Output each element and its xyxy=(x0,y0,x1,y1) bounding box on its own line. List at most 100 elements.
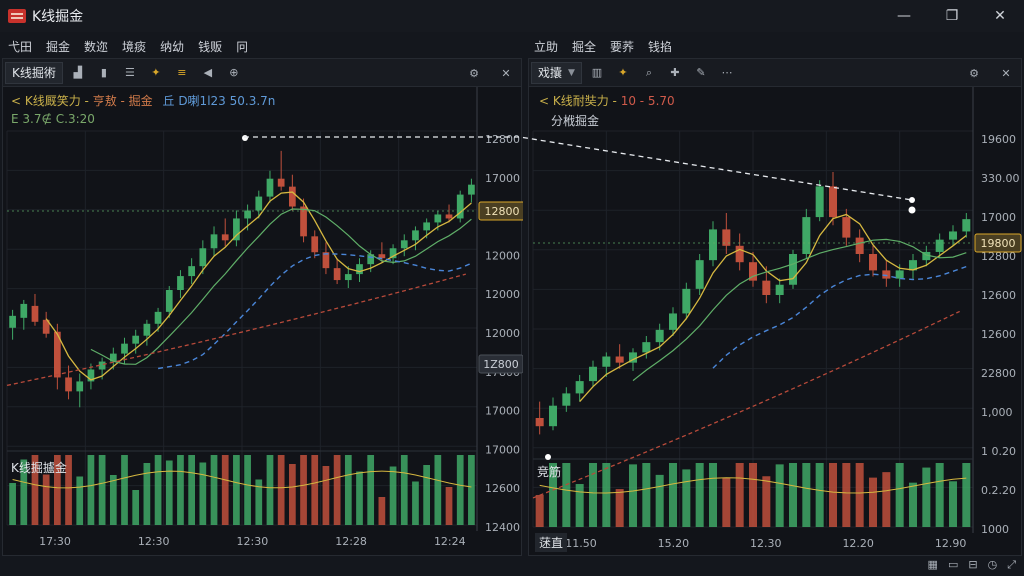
volume-bar xyxy=(562,463,571,527)
left-toolbar: K线掘術 ▟ ▮ ☰ ✦ ≡ ◀ ⊕ ⚙ ✕ xyxy=(3,59,521,87)
right-toolbar: 戏攮 ▼ ▥ ✦ ⌕ ✚ ✎ ⋯ ⚙ ✕ xyxy=(529,59,1021,87)
candle-body xyxy=(333,268,341,281)
right-menu-item-2[interactable]: 要荞 xyxy=(610,40,635,54)
ma-red-line xyxy=(6,273,466,387)
price-tick-label: 12800 xyxy=(485,133,520,146)
pin-icon[interactable]: ✚ xyxy=(670,66,680,79)
candle-icon[interactable]: ▮ xyxy=(100,66,107,79)
crosshair-icon[interactable]: ⊕ xyxy=(229,66,239,79)
candle-body xyxy=(400,240,408,249)
indicator-icon[interactable]: ✦ xyxy=(618,66,628,79)
candle-body xyxy=(829,186,837,218)
volume-bar xyxy=(802,463,811,527)
close-panel-icon[interactable]: ✕ xyxy=(501,66,511,80)
grid-icon[interactable]: ▦ xyxy=(927,558,938,571)
indicator-icon[interactable]: ✦ xyxy=(151,66,161,79)
close-panel-icon[interactable]: ✕ xyxy=(1001,66,1011,80)
right-menu-item-0[interactable]: 立助 xyxy=(534,40,559,54)
back-icon[interactable]: ◀ xyxy=(203,66,213,79)
volume-bar xyxy=(87,455,95,525)
candle-body xyxy=(869,254,877,271)
volume-bar xyxy=(389,466,397,525)
price-tick-label: 17000 xyxy=(485,443,520,456)
bar-chart-icon[interactable]: ▟ xyxy=(73,66,83,79)
ma-yellow-line xyxy=(579,213,967,403)
close-button[interactable]: ✕ xyxy=(994,8,1006,24)
left-chart-panel: K线掘術 ▟ ▮ ☰ ✦ ≡ ◀ ⊕ ⚙ ✕ < K线厩笑力 - 亨敖 - 掘金… xyxy=(2,58,523,557)
candle-body xyxy=(412,230,419,241)
left-menu-item-1[interactable]: 掘金 xyxy=(46,40,71,54)
volume-bar xyxy=(909,482,917,527)
candle-body xyxy=(535,418,544,427)
left-symbol-tab[interactable]: K线掘術 xyxy=(5,61,63,84)
candle-body xyxy=(682,288,691,314)
volume-bar xyxy=(20,459,28,525)
left-menu-item-4[interactable]: 纳幼 xyxy=(160,40,185,54)
candle-body xyxy=(575,381,584,394)
candle-body xyxy=(277,178,285,187)
candle-body xyxy=(109,353,117,362)
layers-icon[interactable]: ≡ xyxy=(177,66,187,79)
candle-body xyxy=(322,252,330,269)
more-icon[interactable]: ⋯ xyxy=(721,66,733,79)
settings-icon[interactable]: ⚙ xyxy=(469,66,479,80)
draw-icon[interactable]: ✎ xyxy=(696,66,706,79)
layout-icon[interactable]: ▭ xyxy=(947,558,959,571)
left-menu-item-6[interactable]: 冋 xyxy=(236,40,249,54)
volume-bar xyxy=(132,490,140,525)
candle-body xyxy=(76,381,84,392)
volume-bar xyxy=(549,463,557,527)
volume-bar xyxy=(456,455,464,525)
time-tick-label: 12:28 xyxy=(335,535,367,548)
volume-bar xyxy=(109,475,117,525)
right-candle-chart[interactable]: 19600 330.00 17000 12800 12600 12600 22800 1,00… xyxy=(529,59,1023,557)
volume-bar xyxy=(642,463,651,527)
left-menu-item-5[interactable]: 钱贩 xyxy=(198,40,223,54)
time-tick-label: 17:30 xyxy=(39,535,71,548)
left-volume-label: K线掘攎金 xyxy=(11,461,67,475)
candle-body xyxy=(562,393,571,406)
line-icon[interactable]: ☰ xyxy=(124,66,135,79)
time-tick-label: 12.90 xyxy=(935,537,967,550)
right-menu-item-1[interactable]: 掘全 xyxy=(572,40,597,54)
gauge-icon[interactable]: ◷ xyxy=(987,558,998,571)
price-tick-label: 1,000 xyxy=(981,406,1013,419)
right-symbol-tab[interactable]: 戏攮 ▼ xyxy=(531,61,582,84)
candle-body xyxy=(87,369,95,382)
trendline-anchor-dot xyxy=(242,135,248,141)
candle-body xyxy=(154,311,162,324)
left-menu-item-3[interactable]: 境痰 xyxy=(122,40,147,54)
candle-body xyxy=(882,270,891,279)
volume-bar xyxy=(655,474,664,527)
settings-icon[interactable]: ⚙ xyxy=(969,66,979,80)
candle-body xyxy=(233,218,240,241)
left-menu-item-0[interactable]: 弋田 xyxy=(8,40,33,54)
fullscreen-icon[interactable]: ⤢ xyxy=(1007,558,1016,571)
volume-bar xyxy=(575,484,584,527)
candle-body xyxy=(221,234,229,241)
right-menu-item-3[interactable]: 钱掐 xyxy=(648,40,673,54)
time-tick-label: 15.20 xyxy=(658,537,690,550)
zoom-icon[interactable]: ⌕ xyxy=(645,65,653,79)
ma-red-line xyxy=(532,310,960,499)
candle-body xyxy=(962,219,971,232)
split-icon[interactable]: ⊟ xyxy=(968,558,978,571)
price-tick-label: 17000 xyxy=(485,405,520,418)
minimize-button[interactable]: — xyxy=(897,8,911,24)
left-menu-item-2[interactable]: 数迩 xyxy=(84,40,109,54)
volume-bar xyxy=(722,477,731,527)
volume-bar xyxy=(855,463,864,527)
current-price-tag xyxy=(974,233,1022,253)
candle-body xyxy=(709,229,717,261)
bar-chart-icon[interactable]: ▥ xyxy=(591,66,603,79)
marker-tag xyxy=(478,354,523,374)
right-volume-label: 竞筋 xyxy=(537,465,562,479)
left-candle-chart[interactable]: 1280017000128001200012000120001780017000… xyxy=(3,59,523,557)
price-tick-label: 12000 xyxy=(485,249,520,262)
maximize-button[interactable]: ❐ xyxy=(945,8,959,24)
right-chart-panel: 戏攮 ▼ ▥ ✦ ⌕ ✚ ✎ ⋯ ⚙ ✕ < K线耐奘力 - 10 - 5.70 … xyxy=(528,58,1022,556)
candle-body xyxy=(165,290,173,312)
candle-body xyxy=(949,231,957,240)
candle-body xyxy=(802,217,811,254)
candle-body xyxy=(434,214,442,223)
